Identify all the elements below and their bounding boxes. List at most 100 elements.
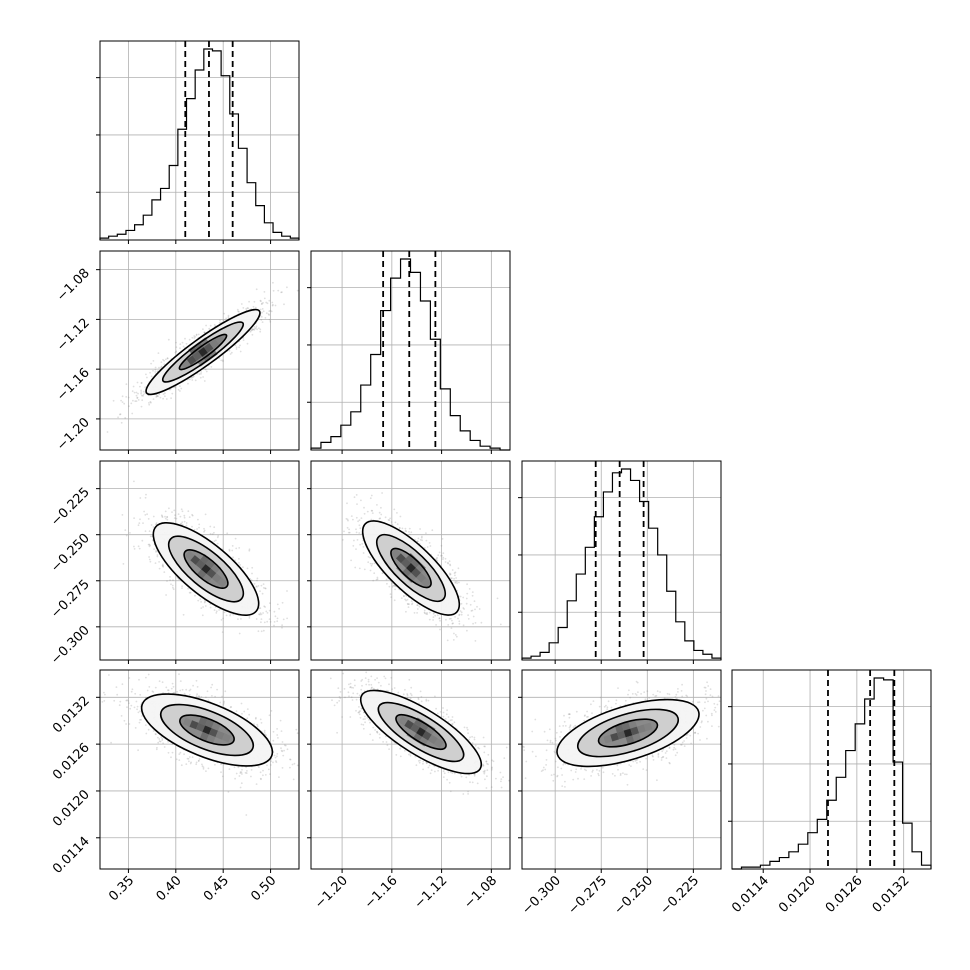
scatter-point bbox=[101, 701, 104, 703]
scatter-point bbox=[150, 362, 153, 365]
scatter-point bbox=[442, 558, 444, 560]
scatter-point bbox=[271, 301, 274, 304]
scatter-point bbox=[255, 288, 258, 291]
scatter-point bbox=[230, 351, 233, 354]
scatter-point bbox=[358, 519, 361, 522]
scatter-point bbox=[180, 387, 183, 390]
scatter-point bbox=[166, 357, 169, 360]
scatter-point bbox=[347, 531, 350, 534]
scatter-point bbox=[162, 397, 165, 400]
scatter-point bbox=[215, 612, 218, 614]
scatter-point bbox=[262, 302, 264, 304]
scatter-point bbox=[237, 618, 239, 620]
scatter-point bbox=[154, 562, 157, 564]
scatter-point bbox=[257, 630, 260, 633]
scatter-point bbox=[238, 310, 240, 313]
scatter-point bbox=[120, 399, 122, 402]
scatter-point bbox=[116, 693, 119, 696]
scatter-point bbox=[370, 494, 373, 497]
scatter-point bbox=[135, 391, 138, 394]
scatter-point bbox=[158, 740, 161, 742]
scatter-point bbox=[139, 518, 141, 521]
scatter-point bbox=[474, 608, 476, 611]
scatter-point bbox=[137, 392, 139, 395]
scatter-point bbox=[367, 561, 370, 564]
scatter-point bbox=[149, 560, 152, 563]
scatter-point bbox=[435, 624, 437, 626]
scatter-point bbox=[260, 618, 263, 620]
scatter-point bbox=[268, 310, 271, 312]
scatter-point bbox=[141, 399, 144, 402]
scatter-point bbox=[157, 395, 160, 398]
scatter-point bbox=[381, 572, 384, 575]
scatter-point bbox=[458, 622, 461, 625]
scatter-point bbox=[263, 729, 266, 732]
scatter-point bbox=[362, 552, 365, 554]
scatter-point bbox=[260, 316, 263, 318]
scatter-point bbox=[403, 595, 405, 597]
scatter-point bbox=[179, 515, 182, 518]
scatter-point bbox=[473, 600, 476, 603]
scatter-point bbox=[138, 547, 141, 550]
scatter-point bbox=[272, 761, 274, 764]
scatter-point bbox=[181, 510, 184, 513]
scatter-point bbox=[234, 344, 237, 347]
scatter-point bbox=[192, 376, 194, 379]
scatter-point bbox=[457, 567, 460, 570]
scatter-point bbox=[428, 542, 431, 544]
scatter-point bbox=[136, 381, 139, 384]
panel-2-0: −0.300−0.275−0.250−0.225 bbox=[48, 460, 300, 668]
scatter-point bbox=[140, 392, 143, 395]
scatter-point bbox=[462, 624, 465, 627]
scatter-point bbox=[137, 545, 140, 548]
scatter-point bbox=[200, 372, 202, 375]
scatter-point bbox=[371, 509, 374, 512]
scatter-point bbox=[194, 379, 197, 382]
scatter-point bbox=[156, 395, 158, 398]
density-contours bbox=[361, 520, 461, 616]
scatter-point bbox=[181, 587, 183, 589]
y-tick-label: −0.225 bbox=[48, 485, 93, 530]
scatter-point bbox=[436, 556, 438, 559]
scatter-point bbox=[281, 601, 284, 604]
scatter-point bbox=[133, 391, 136, 394]
scatter-point bbox=[472, 615, 475, 618]
scatter-point bbox=[400, 597, 403, 599]
scatter-point bbox=[273, 624, 275, 627]
scatter-point bbox=[118, 704, 121, 707]
y-tick-label: −0.275 bbox=[48, 577, 93, 622]
scatter-point bbox=[155, 551, 157, 553]
scatter-point bbox=[439, 619, 441, 622]
scatter-point bbox=[252, 305, 255, 308]
scatter-point bbox=[459, 595, 462, 598]
scatter-point bbox=[169, 579, 172, 582]
scatter-point bbox=[164, 395, 166, 398]
scatter-point bbox=[169, 388, 171, 391]
scatter-point bbox=[133, 517, 136, 519]
scatter-point bbox=[267, 313, 270, 316]
scatter-point bbox=[129, 707, 132, 710]
scatter-point bbox=[449, 563, 451, 566]
scatter-point bbox=[198, 523, 201, 526]
scatter-point bbox=[130, 402, 133, 405]
scatter-point bbox=[158, 366, 160, 369]
scatter-point bbox=[241, 712, 243, 715]
scatter-point bbox=[467, 618, 470, 620]
scatter-point bbox=[243, 710, 246, 713]
scatter-point bbox=[196, 528, 199, 530]
scatter-point bbox=[121, 401, 124, 403]
scatter-point bbox=[146, 513, 149, 516]
scatter-point bbox=[160, 366, 162, 369]
scatter-point bbox=[185, 763, 188, 765]
scatter-point bbox=[165, 398, 168, 400]
scatter-point bbox=[231, 545, 234, 547]
scatter-point bbox=[458, 613, 461, 616]
y-tick-label: −1.12 bbox=[54, 316, 93, 355]
scatter-point bbox=[269, 309, 272, 312]
scatter-point bbox=[273, 621, 276, 623]
scatter-point bbox=[437, 554, 440, 557]
scatter-point bbox=[205, 370, 208, 373]
scatter-point bbox=[454, 574, 456, 577]
scatter-point bbox=[447, 624, 450, 626]
scatter-point bbox=[239, 344, 241, 347]
